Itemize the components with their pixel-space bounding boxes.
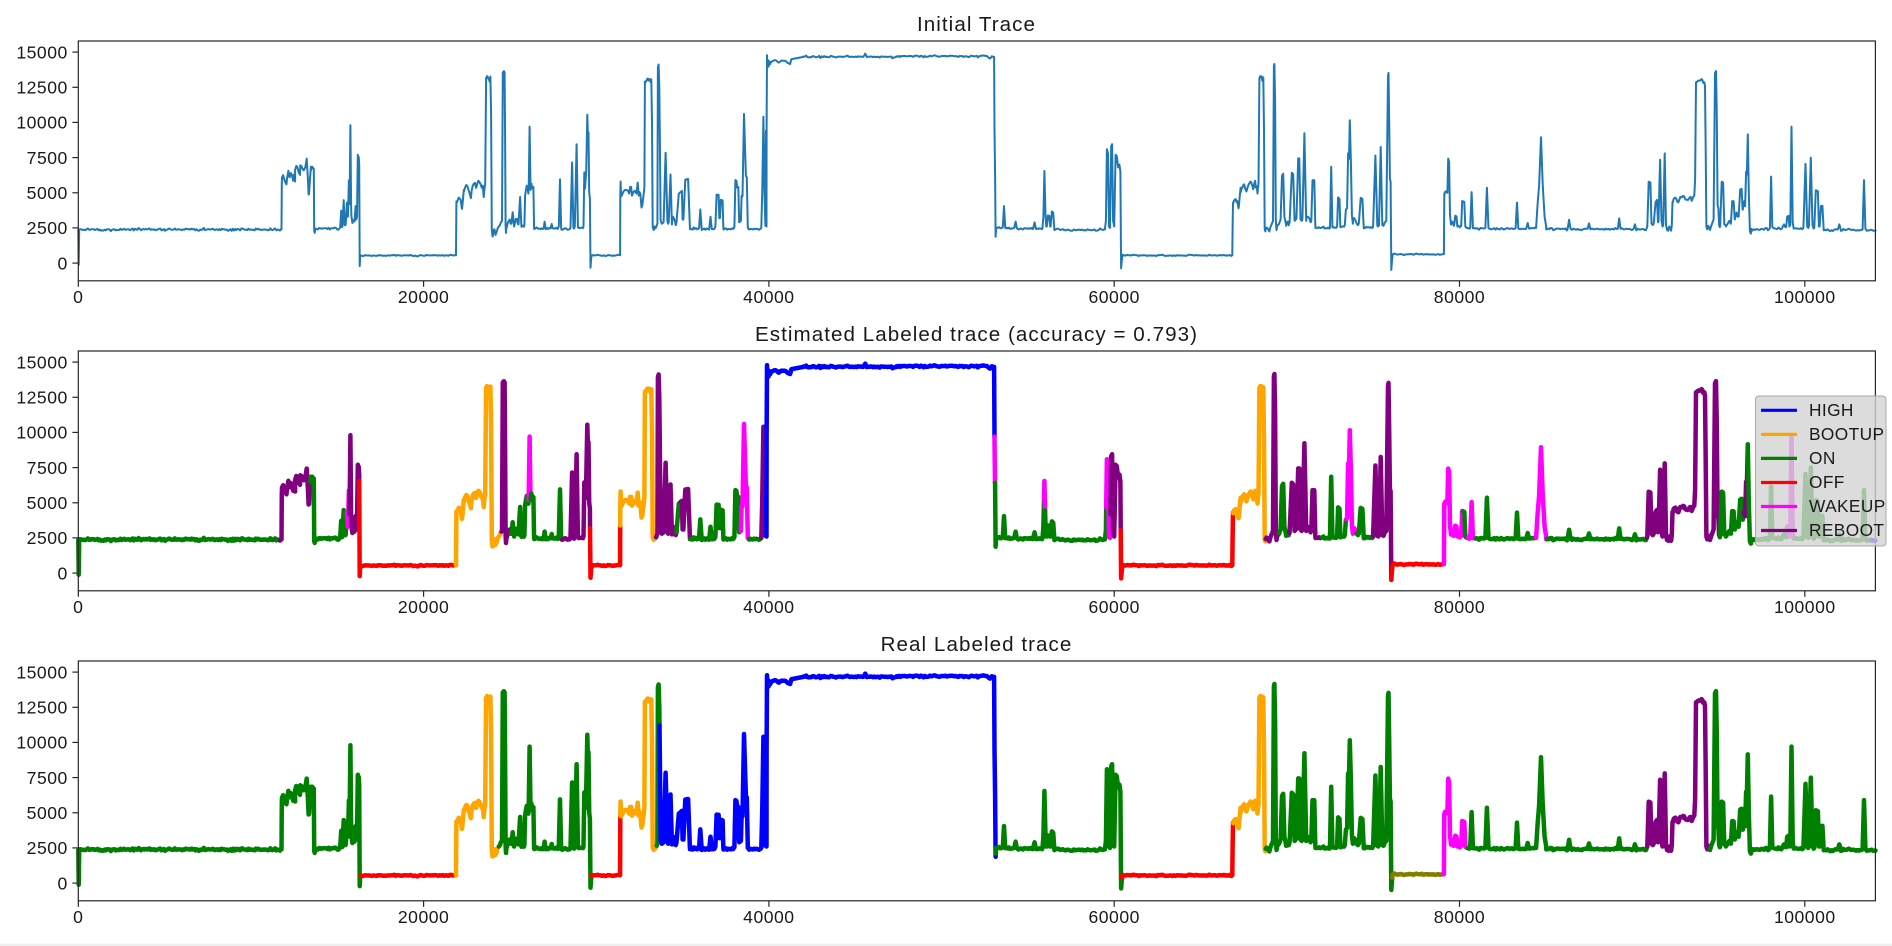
svg-text:80000: 80000 [1434, 597, 1485, 617]
svg-text:12500: 12500 [16, 78, 67, 98]
svg-text:15000: 15000 [16, 42, 67, 62]
svg-text:20000: 20000 [398, 597, 449, 617]
svg-text:40000: 40000 [743, 597, 794, 617]
svg-text:60000: 60000 [1088, 597, 1139, 617]
svg-text:0: 0 [73, 907, 83, 927]
svg-text:80000: 80000 [1434, 287, 1485, 307]
svg-text:Initial Trace: Initial Trace [917, 13, 1036, 36]
svg-text:5000: 5000 [27, 493, 68, 513]
svg-text:10000: 10000 [16, 423, 67, 443]
svg-text:Real Labeled trace: Real Labeled trace [881, 633, 1073, 656]
svg-text:15000: 15000 [16, 662, 67, 682]
svg-text:0: 0 [58, 563, 68, 583]
svg-text:2500: 2500 [27, 218, 68, 238]
svg-text:100000: 100000 [1774, 287, 1836, 307]
svg-text:40000: 40000 [743, 907, 794, 927]
svg-text:2500: 2500 [27, 838, 68, 858]
svg-text:15000: 15000 [16, 352, 67, 372]
svg-text:5000: 5000 [27, 183, 68, 203]
svg-text:12500: 12500 [16, 698, 67, 718]
svg-text:Estimated Labeled trace (accur: Estimated Labeled trace (accuracy = 0.79… [755, 323, 1198, 346]
svg-text:BOOTUP: BOOTUP [1809, 424, 1884, 444]
svg-text:OFF: OFF [1809, 472, 1845, 492]
svg-text:7500: 7500 [27, 768, 68, 788]
svg-text:60000: 60000 [1088, 287, 1139, 307]
svg-text:5000: 5000 [27, 803, 68, 823]
svg-text:80000: 80000 [1434, 907, 1485, 927]
svg-text:REBOOT: REBOOT [1809, 520, 1884, 540]
svg-text:2500: 2500 [27, 528, 68, 548]
svg-text:10000: 10000 [16, 733, 67, 753]
svg-text:0: 0 [73, 287, 83, 307]
svg-text:7500: 7500 [27, 458, 68, 478]
svg-text:ON: ON [1809, 448, 1836, 468]
svg-text:WAKEUP: WAKEUP [1809, 496, 1886, 516]
svg-text:HIGH: HIGH [1809, 400, 1854, 420]
svg-text:0: 0 [73, 597, 83, 617]
svg-text:100000: 100000 [1774, 907, 1836, 927]
svg-text:100000: 100000 [1774, 597, 1836, 617]
svg-text:20000: 20000 [398, 287, 449, 307]
svg-text:7500: 7500 [27, 148, 68, 168]
svg-text:40000: 40000 [743, 287, 794, 307]
svg-text:60000: 60000 [1088, 907, 1139, 927]
svg-text:0: 0 [58, 873, 68, 893]
svg-text:10000: 10000 [16, 113, 67, 133]
svg-text:12500: 12500 [16, 388, 67, 408]
svg-text:20000: 20000 [398, 907, 449, 927]
svg-text:0: 0 [58, 253, 68, 273]
